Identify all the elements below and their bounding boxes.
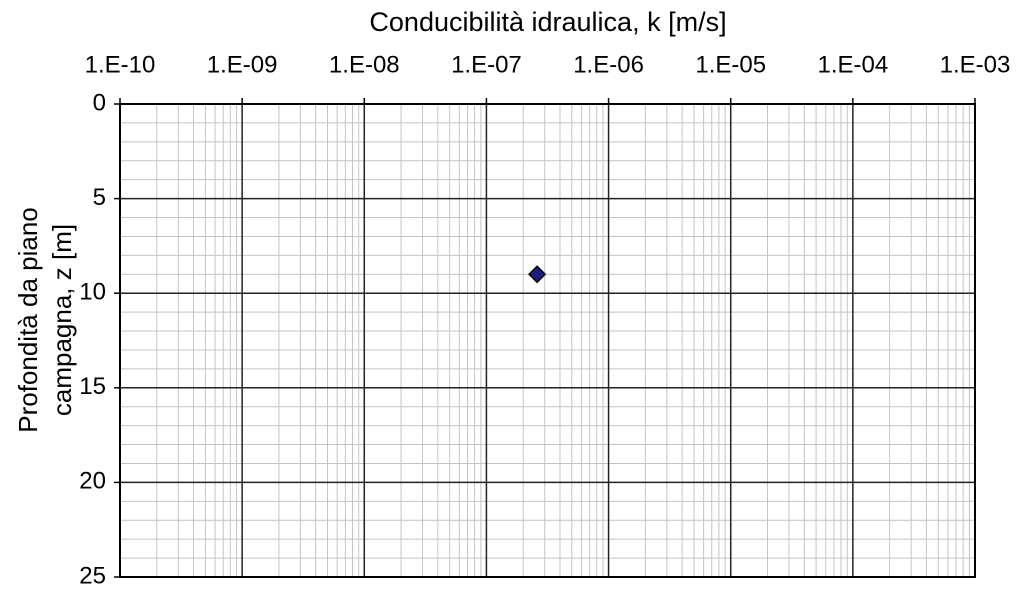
x-tick-label: 1.E-03	[940, 51, 1011, 78]
x-tick-label: 1.E-06	[573, 51, 644, 78]
x-tick-label: 1.E-07	[451, 51, 522, 78]
y-tick-label: 15	[79, 373, 106, 400]
y-tick-label: 5	[93, 184, 106, 211]
x-tick-label: 1.E-04	[817, 51, 888, 78]
x-tick-label: 1.E-08	[329, 51, 400, 78]
y-axis-title: Profondità da piano campagna, z [m]	[13, 207, 77, 433]
x-tick-label: 1.E-09	[207, 51, 278, 78]
x-tick-label: 1.E-05	[695, 51, 766, 78]
x-tick-label: 1.E-10	[85, 51, 156, 78]
data-point	[528, 265, 547, 284]
y-tick-label: 25	[79, 562, 106, 589]
plot-frame	[119, 103, 976, 578]
x-axis-title: Conducibilità idraulica, k [m/s]	[369, 7, 726, 37]
y-tick-label: 20	[79, 468, 106, 495]
y-tick-label: 0	[93, 89, 106, 116]
y-tick-label: 10	[79, 279, 106, 306]
